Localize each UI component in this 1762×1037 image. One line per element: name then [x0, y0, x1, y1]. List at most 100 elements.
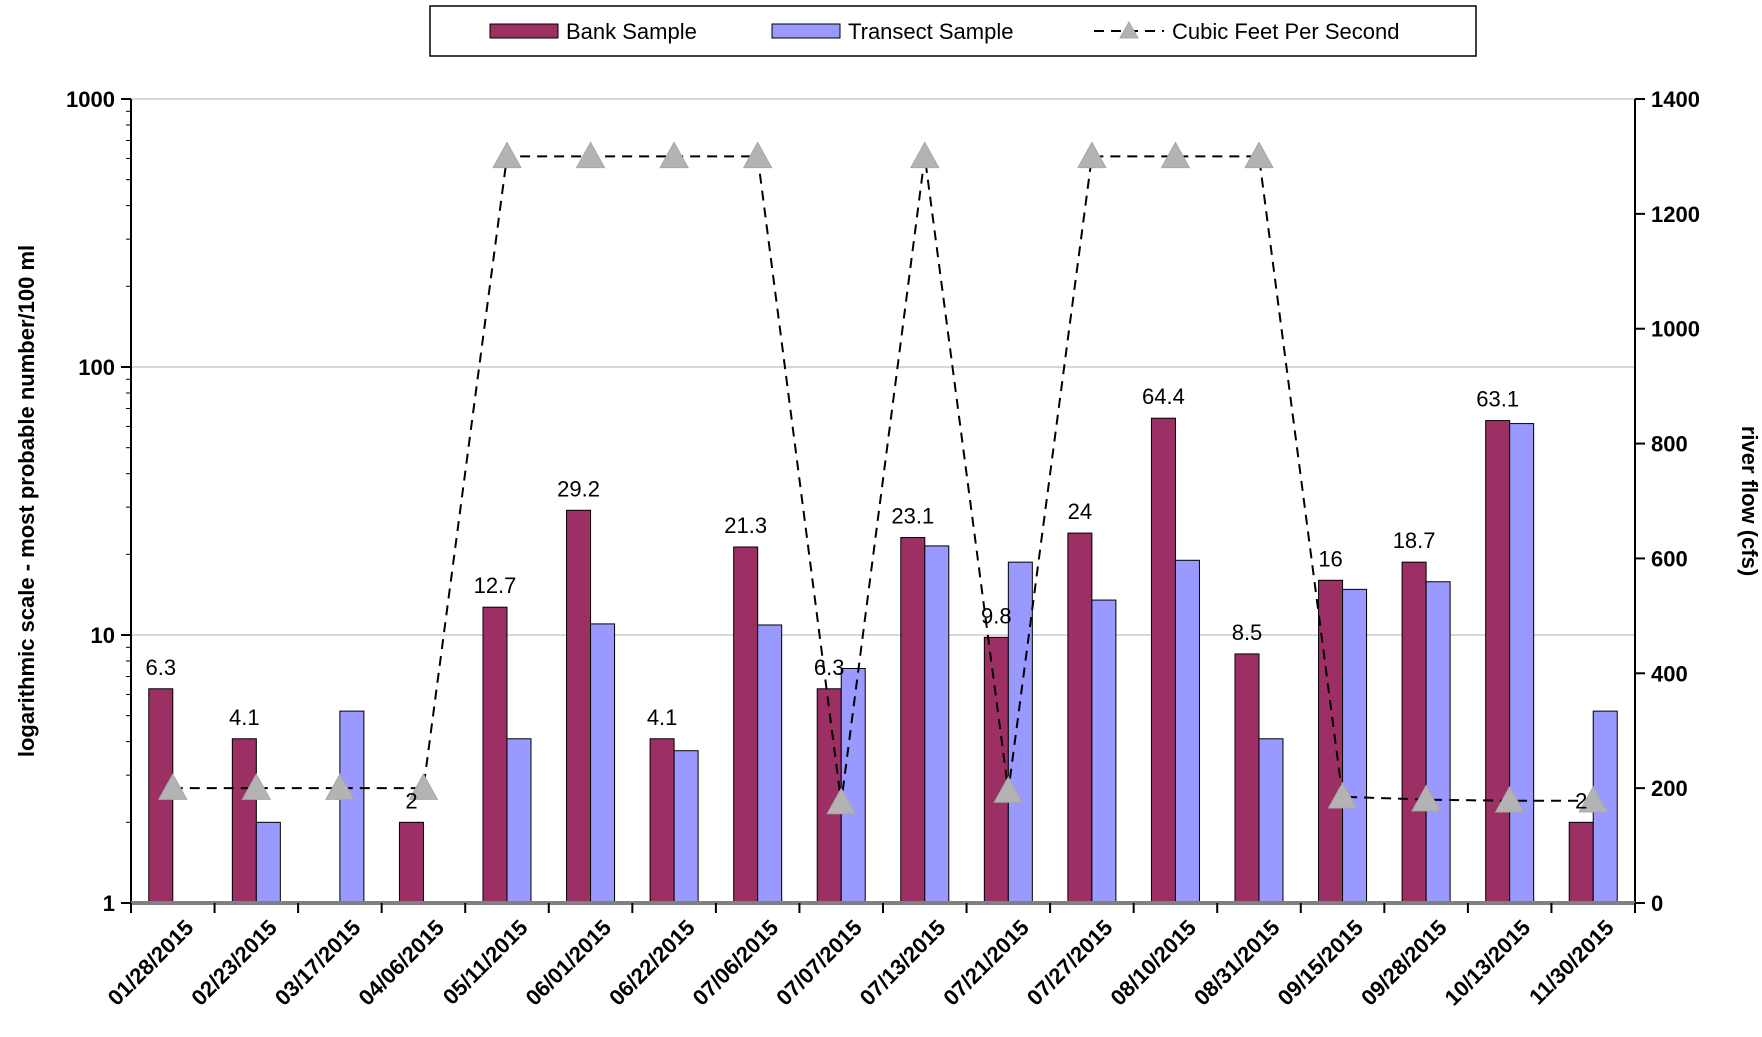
x-tick-label: 06/01/2015	[521, 915, 617, 1011]
bank-sample-data-label: 16	[1318, 546, 1342, 571]
x-tick-label: 09/15/2015	[1273, 915, 1369, 1011]
bank-sample-data-label: 6.3	[145, 655, 176, 680]
bank-sample-bar	[1318, 579, 1344, 904]
cfs-marker	[1077, 141, 1107, 169]
cfs-marker	[909, 141, 940, 169]
x-tick-label: 09/28/2015	[1356, 915, 1452, 1011]
x-tick-label: 05/11/2015	[438, 915, 533, 1010]
transect-sample-bar	[1007, 561, 1033, 904]
cfs-marker	[826, 787, 857, 815]
bank-sample-data-label: 9.8	[981, 603, 1012, 628]
bank-sample-data-label: 4.1	[229, 705, 260, 730]
x-tick-label: 03/17/2015	[270, 915, 366, 1011]
bank-sample-data-label: 23.1	[891, 504, 934, 529]
legend-label-cfs: Cubic Feet Per Second	[1172, 19, 1399, 44]
legend-label-bank: Bank Sample	[566, 19, 697, 44]
bank-sample-data-label: 24	[1068, 499, 1092, 524]
left-axis-title: logarithmic scale - most probable number…	[14, 245, 39, 757]
bank-sample-data-label: 12.7	[474, 573, 517, 598]
legend-swatch-bank	[489, 23, 559, 39]
bank-sample-bar	[231, 738, 257, 904]
bank-sample-bar	[1234, 653, 1260, 904]
bank-sample-bar	[649, 738, 675, 904]
bank-sample-bar	[1401, 561, 1427, 904]
cfs-marker	[659, 141, 689, 169]
legend-box	[429, 5, 1477, 57]
x-tick-label: 01/28/2015	[103, 915, 199, 1011]
x-tick-label: 07/21/2015	[938, 915, 1034, 1011]
legend-swatch-transect	[771, 23, 841, 39]
x-tick-label: 04/06/2015	[353, 915, 449, 1011]
x-tick-label: 07/06/2015	[688, 915, 784, 1011]
bank-sample-data-label: 64.4	[1142, 384, 1185, 409]
cfs-marker	[492, 141, 522, 169]
transect-sample-bar	[1258, 738, 1284, 904]
right-tick-label: 1400	[1651, 87, 1700, 112]
cfs-marker	[1494, 785, 1525, 813]
right-tick-label: 400	[1651, 661, 1688, 686]
left-tick-label: 10	[91, 623, 115, 648]
bank-sample-bar	[983, 636, 1009, 904]
bank-sample-data-label: 63.1	[1476, 387, 1519, 412]
bank-sample-bar	[1067, 532, 1093, 904]
x-tick-label: 10/13/2015	[1440, 915, 1536, 1011]
transect-sample-bar	[673, 750, 699, 904]
x-tick-label: 07/13/2015	[855, 915, 951, 1011]
bank-sample-bar	[1568, 821, 1594, 904]
transect-sample-bar	[924, 545, 950, 904]
x-tick-label: 07/07/2015	[771, 915, 867, 1011]
right-tick-label: 800	[1651, 432, 1688, 457]
transect-sample-bar	[1091, 599, 1117, 904]
transect-sample-bar	[339, 710, 365, 904]
bank-sample-bar	[566, 509, 592, 904]
transect-sample-bar	[1509, 423, 1535, 904]
cfs-marker	[241, 773, 272, 800]
cfs-marker	[1244, 141, 1274, 169]
right-tick-label: 1200	[1651, 202, 1700, 227]
transect-sample-bar	[590, 623, 616, 904]
cfs-marker	[1160, 141, 1191, 169]
bank-sample-data-label: 4.1	[647, 705, 678, 730]
x-tick-label: 07/27/2015	[1022, 915, 1118, 1011]
cfs-marker	[1411, 784, 1441, 812]
cfs-marker	[157, 773, 188, 800]
bank-sample-bar	[482, 606, 508, 904]
transect-sample-bar	[506, 738, 532, 904]
bank-sample-bar	[1485, 420, 1511, 904]
cfs-line	[172, 155, 1594, 803]
right-axis-title: river flow (cfs)	[1737, 426, 1762, 576]
x-tick-label: 08/31/2015	[1189, 915, 1285, 1011]
bank-sample-data-label: 18.7	[1393, 528, 1436, 553]
right-tick-label: 1000	[1651, 317, 1700, 342]
cfs-marker	[408, 773, 439, 800]
cfs-marker	[1327, 781, 1358, 809]
transect-sample-bar	[1174, 559, 1200, 904]
left-tick-label: 100	[78, 355, 115, 380]
legend: Bank Sample Transect Sample Cubic Feet Per…	[429, 5, 1477, 57]
bank-sample-data-label: 6.3	[814, 655, 845, 680]
legend-swatch-cfs-marker	[1119, 20, 1139, 39]
data-labels: 6.3 4.1 2 12.7 29.2 4.1 21.3 6.3 23.1 9.8 24 64.4 8.…	[145, 384, 1587, 813]
cfs-marker	[993, 775, 1024, 803]
bank-sample-bar	[900, 537, 926, 904]
right-tick-label: 0	[1651, 891, 1663, 916]
left-tick-label: 1000	[66, 87, 115, 112]
transect-sample-bar	[1425, 581, 1451, 904]
cfs-marker	[1578, 785, 1609, 813]
legend-label-transect: Transect Sample	[848, 19, 1013, 44]
transect-sample-bar	[1342, 588, 1368, 904]
cfs-marker	[575, 141, 606, 169]
right-tick-label: 600	[1651, 546, 1688, 571]
bars	[148, 417, 1618, 904]
x-tick-label: 11/30/2015	[1524, 915, 1619, 1010]
x-tick-label: 06/22/2015	[604, 915, 700, 1011]
x-tick-label: 08/10/2015	[1105, 915, 1201, 1011]
x-tick-label: 02/23/2015	[186, 915, 282, 1011]
transect-sample-bar	[757, 624, 783, 904]
bank-sample-data-label: 21.3	[724, 513, 767, 538]
bank-sample-data-label: 2	[405, 788, 417, 813]
bank-sample-data-label: 2	[1575, 788, 1587, 813]
bank-sample-bar	[733, 546, 759, 904]
cfs-marker	[325, 773, 355, 800]
